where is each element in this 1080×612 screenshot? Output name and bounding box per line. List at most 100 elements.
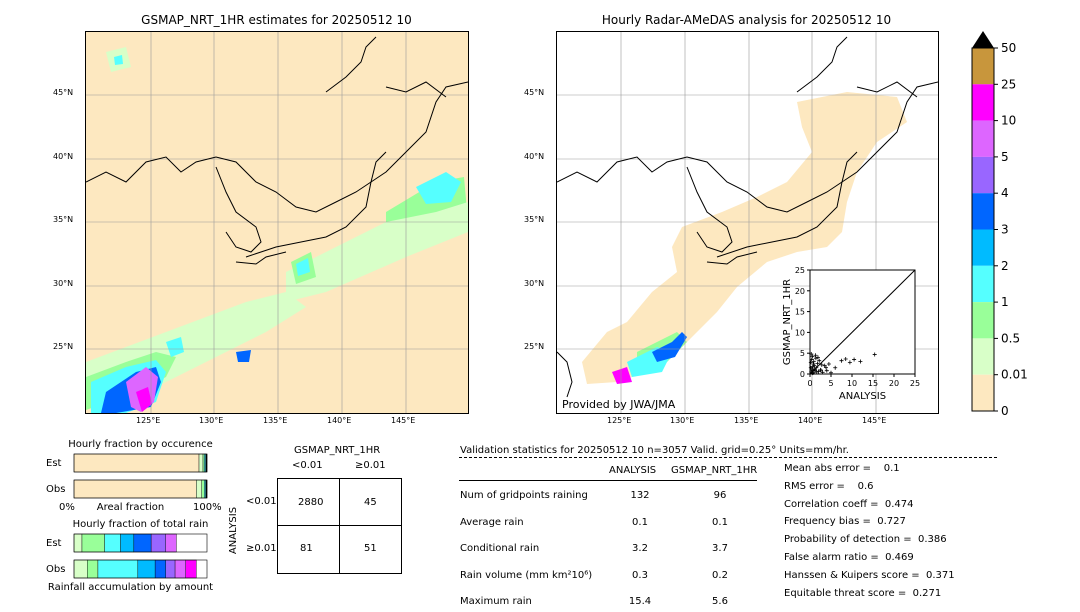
x-tick-label: 5 <box>828 379 833 388</box>
fraction-bar-frame <box>73 453 208 473</box>
lat-label: 30°N <box>53 279 74 288</box>
scatter-point <box>824 368 829 373</box>
fraction-bar-segment <box>104 533 121 553</box>
fraction-bar-segment <box>165 533 177 553</box>
contingency-grid: 2880 45 81 51 <box>277 478 402 574</box>
y-tick-label: 0 <box>800 370 805 379</box>
lon-label: 145°E <box>862 416 887 425</box>
scatter-point <box>815 355 820 360</box>
stats-row-analysis: 15.4 <box>628 596 652 607</box>
colorbar-label: 50 <box>1001 41 1016 55</box>
x-tick-label: 10 <box>847 379 857 388</box>
contingency-col-header: <0.01 <box>292 460 323 471</box>
fraction-bar-segment <box>73 533 83 553</box>
scatter-point <box>820 370 825 375</box>
scatter-point <box>811 359 816 364</box>
fraction-row-label: Obs <box>46 484 65 495</box>
fraction-bar-segment <box>154 559 166 579</box>
stats-col-gsmap: GSMAP_NRT_1HR <box>671 465 758 476</box>
lon-label: 145°E <box>391 416 416 425</box>
contingency-row-label: ANALYSIS <box>228 506 240 555</box>
score-line: Probability of detection = 0.386 <box>784 534 947 546</box>
fraction-bar-segment <box>165 559 176 579</box>
scatter-point <box>808 360 813 365</box>
lat-label: 45°N <box>53 88 74 97</box>
stats-row-label: Rain volume (mm km²10⁶) <box>460 569 593 581</box>
fraction-bar-frame <box>73 559 208 579</box>
colorbar-extend-arrow <box>972 31 994 48</box>
scatter-point <box>810 368 815 373</box>
contingency-cell: 2880 <box>298 497 324 508</box>
contingency-row-header: ≥0.01 <box>246 543 277 554</box>
fraction-bar-segment <box>97 559 139 579</box>
score-line: RMS error = 0.6 <box>784 480 874 492</box>
colorbar-segment <box>972 338 994 375</box>
scatter-point <box>858 359 863 364</box>
scatter-point <box>829 370 833 375</box>
stats-row-analysis: 132 <box>630 490 650 501</box>
scatter-point <box>813 353 818 358</box>
fraction-row-label: Est <box>46 458 62 469</box>
stats-row-gsmap: 0.1 <box>712 516 728 528</box>
fraction-tick-100: 100% <box>193 502 222 513</box>
lat-label: 35°N <box>524 215 545 224</box>
colorbar-label: 3 <box>1001 223 1009 237</box>
scatter-point <box>810 364 815 369</box>
lat-label: 25°N <box>524 342 545 351</box>
fraction-bar-segment <box>201 479 205 499</box>
colorbar-segment <box>972 302 994 339</box>
lon-label: 130°E <box>199 416 224 425</box>
x-tick-label: 20 <box>889 379 899 388</box>
scatter-point <box>817 358 822 363</box>
fraction-bar-segment <box>174 559 186 579</box>
scatter-point <box>819 362 824 367</box>
y-tick-label: 10 <box>795 328 805 337</box>
score-line: Equitable threat score = 0.271 <box>784 587 942 599</box>
scatter-point <box>823 365 828 370</box>
lat-label: 45°N <box>524 88 545 97</box>
colorbar-label: 2 <box>1001 259 1009 273</box>
diagonal-line <box>809 269 916 375</box>
scatter-point <box>811 370 816 375</box>
stats-rule <box>459 480 757 481</box>
fraction-xlabel: Areal fraction <box>97 502 164 513</box>
score-line: Mean abs error = 0.1 <box>784 463 900 474</box>
colorbar-label: 0 <box>1001 404 1009 418</box>
lon-label: 140°E <box>327 416 352 425</box>
scatter-chart: 0 5 10 15 20 25 0 5 10 15 20 25 ANALYSIS GSMAP_NRT_1H… <box>782 266 920 402</box>
lat-label: 40°N <box>53 152 74 161</box>
colorbar-segment <box>972 48 994 85</box>
scatter-point <box>815 361 820 366</box>
score-line: Correlation coeff = 0.474 <box>784 498 914 510</box>
fraction-bar-segment <box>81 533 105 553</box>
contingency-cell: 51 <box>364 543 377 554</box>
scatter-point <box>810 371 815 376</box>
stats-divider <box>459 457 997 458</box>
lon-label: 135°E <box>734 416 759 425</box>
scatter-point <box>839 358 844 363</box>
fraction-bar-segment <box>150 533 166 553</box>
stats-row-label: Average rain <box>460 516 524 528</box>
right-map-title: Hourly Radar-AMeDAS analysis for 2025051… <box>601 13 892 27</box>
lon-label: 125°E <box>136 416 161 425</box>
scatter-point <box>872 352 877 357</box>
colorbar-label: 1 <box>1001 295 1009 309</box>
scatter-point <box>826 362 831 367</box>
colorbar-label: 10 <box>1001 114 1016 128</box>
contingency-row-header: <0.01 <box>246 496 277 507</box>
rain-fraction-chart: Hourly fraction of total rain Est Obs Rainf… <box>46 519 213 593</box>
scatter-point <box>813 356 818 361</box>
fraction-tick-0: 0% <box>59 502 75 513</box>
score-line: False alarm ratio = 0.469 <box>784 552 914 563</box>
fraction-bar-segment <box>73 479 197 499</box>
lat-label: 30°N <box>524 279 545 288</box>
scatter-point <box>809 352 814 357</box>
scatter-point <box>808 365 813 370</box>
fraction-bar-segment <box>73 453 200 473</box>
stats-row-label: Maximum rain <box>460 596 532 607</box>
scatter-xlabel: ANALYSIS <box>839 391 886 402</box>
scatter-point <box>814 369 819 374</box>
colorbar-label: 0.5 <box>1001 331 1020 345</box>
score-line: Frequency bias = 0.727 <box>784 516 906 528</box>
colorbar-segment <box>972 265 994 303</box>
